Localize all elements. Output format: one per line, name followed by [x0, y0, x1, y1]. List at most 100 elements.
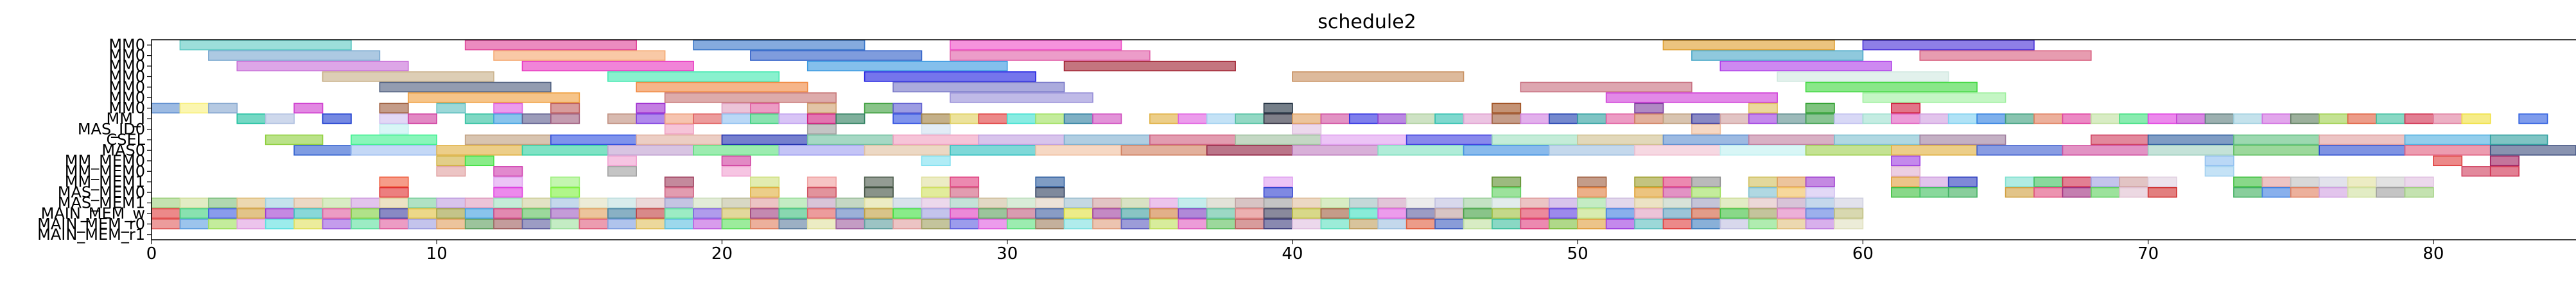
bar-row16-332 — [151, 208, 181, 219]
bar-row10-160 — [436, 145, 523, 156]
bar-row7-124 — [2461, 113, 2491, 124]
bars-layer — [151, 40, 2576, 230]
bar-row6-47 — [1492, 103, 1522, 113]
bar-row8-130 — [1292, 124, 1322, 135]
bar-row7-93 — [1577, 113, 1607, 124]
bar-row1-9 — [950, 50, 1151, 61]
bar-row15-307 — [1149, 197, 1179, 208]
x-tick-label: 30 — [996, 244, 1018, 263]
y-tick-label: MM0 — [109, 57, 145, 75]
bar-row7-84 — [1320, 113, 1350, 124]
bar-row16-381 — [1548, 208, 1578, 219]
bar-row15-288 — [607, 197, 638, 208]
bar-row5-27 — [408, 92, 580, 103]
bar-row15-287 — [579, 197, 609, 208]
x-tick-label: 80 — [2423, 244, 2444, 263]
bar-row13-206 — [750, 176, 780, 187]
bar-row6-50 — [1805, 103, 1835, 113]
bar-row7-105 — [1919, 113, 1949, 124]
bar-row7-61 — [607, 113, 638, 124]
bar-row17-442 — [1577, 219, 1607, 230]
bar-row9-135 — [550, 134, 637, 146]
bar-row7-73 — [978, 113, 1008, 124]
bar-row17-451 — [1834, 219, 1864, 230]
bar-row16-385 — [1662, 208, 1693, 219]
bar-row13-221 — [1891, 176, 1921, 187]
bar-row16-341 — [408, 208, 438, 219]
y-tick-label: MAS_MEM0 — [58, 183, 145, 201]
bar-row16-335 — [236, 208, 266, 219]
bar-row16-354 — [778, 208, 808, 219]
bar-row9-141 — [1063, 134, 1151, 146]
bar-row17-392 — [151, 219, 181, 230]
bar-row15-312 — [1292, 197, 1322, 208]
bar-row14-248 — [1492, 187, 1522, 198]
bar-row16-363 — [1035, 208, 1065, 219]
bar-row10-176 — [1805, 145, 1892, 156]
bar-row1-8 — [750, 50, 923, 61]
bar-row15-324 — [1634, 197, 1664, 208]
bar-row14-250 — [1634, 187, 1664, 198]
bar-row7-101 — [1805, 113, 1835, 124]
bar-row7-85 — [1348, 113, 1379, 124]
bar-row17-440 — [1520, 219, 1550, 230]
bar-row15-273 — [179, 197, 209, 208]
bar-row14-261 — [2062, 187, 2092, 198]
bar-row7-62 — [636, 113, 666, 124]
bar-row15-327 — [1719, 197, 1750, 208]
bar-row14-249 — [1577, 187, 1607, 198]
bar-row7-56 — [408, 113, 438, 124]
bar-row13-229 — [2147, 176, 2177, 187]
bar-row1-10 — [1691, 50, 1864, 61]
bar-row7-70 — [892, 113, 923, 124]
bar-row14-253 — [1748, 187, 1778, 198]
bar-row17-417 — [864, 219, 894, 230]
bar-row7-119 — [2319, 113, 2349, 124]
bar-row7-82 — [1263, 113, 1293, 124]
bar-row7-109 — [2033, 113, 2064, 124]
bar-row16-380 — [1520, 208, 1550, 219]
bar-row15-328 — [1748, 197, 1778, 208]
bar-row16-362 — [1006, 208, 1036, 219]
bar-row3-19 — [864, 71, 1036, 82]
bar-row14-270 — [2376, 187, 2406, 198]
bar-row0-3 — [950, 40, 1122, 51]
bar-row16-347 — [579, 208, 609, 219]
bar-row9-137 — [721, 134, 808, 146]
bar-row16-339 — [351, 208, 381, 219]
bar-row16-370 — [1235, 208, 1265, 219]
bar-row7-67 — [778, 113, 808, 124]
bar-row16-382 — [1577, 208, 1607, 219]
bar-row13-220 — [1805, 176, 1835, 187]
bar-row15-308 — [1178, 197, 1208, 208]
bar-row16-358 — [892, 208, 923, 219]
bar-row6-34 — [208, 103, 238, 113]
bar-row10-168 — [1120, 145, 1208, 156]
y-tick-label: MM0 — [109, 36, 145, 54]
bar-row14-260 — [2033, 187, 2064, 198]
bar-row15-294 — [778, 197, 808, 208]
bar-row1-7 — [493, 50, 666, 61]
y-tick-label: MM_MEM0 — [65, 162, 145, 180]
bar-row16-371 — [1263, 208, 1293, 219]
bar-row15-297 — [864, 197, 894, 208]
bar-row14-265 — [2233, 187, 2263, 198]
bar-row15-322 — [1577, 197, 1607, 208]
bar-row14-241 — [750, 187, 780, 198]
bar-row16-368 — [1178, 208, 1208, 219]
bar-row14-257 — [1919, 187, 1949, 198]
bar-row15-317 — [1434, 197, 1465, 208]
bar-row17-394 — [208, 219, 238, 230]
bar-row12-195 — [493, 166, 523, 177]
bar-row17-393 — [179, 219, 209, 230]
bar-row15-276 — [265, 197, 295, 208]
bar-row9-148 — [1662, 134, 1750, 146]
bar-row6-48 — [1634, 103, 1664, 113]
bar-row10-175 — [1719, 145, 1807, 156]
bar-row7-71 — [921, 113, 951, 124]
bar-row7-91 — [1520, 113, 1550, 124]
bar-row17-397 — [293, 219, 324, 230]
bar-row7-111 — [2091, 113, 2121, 124]
